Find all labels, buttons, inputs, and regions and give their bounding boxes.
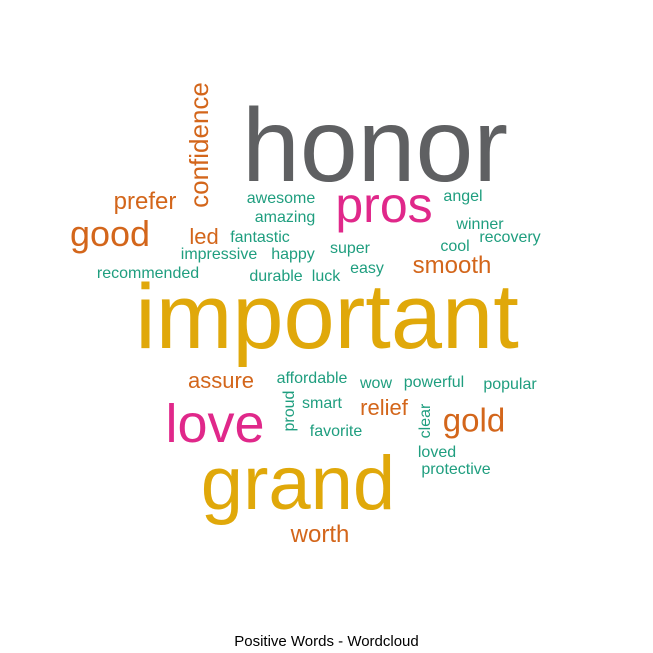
- word-amazing: amazing: [254, 209, 316, 226]
- word-powerful: powerful: [403, 374, 465, 391]
- word-pros: pros: [335, 177, 433, 233]
- word-loved: loved: [417, 444, 457, 461]
- word-honor: honor: [242, 88, 508, 204]
- word-winner: winner: [456, 216, 504, 233]
- word-confidence: confidence: [184, 82, 214, 208]
- word-protective: protective: [421, 461, 491, 478]
- word-prefer: prefer: [113, 188, 177, 215]
- word-love: love: [165, 394, 265, 454]
- word-recommended: recommended: [96, 265, 200, 282]
- word-angel: angel: [443, 188, 483, 205]
- word-proud: proud: [281, 390, 298, 432]
- word-favorite: favorite: [309, 423, 363, 440]
- word-durable: durable: [249, 268, 303, 285]
- word-easy: easy: [350, 260, 384, 277]
- word-smart: smart: [302, 395, 342, 412]
- word-impressive: impressive: [180, 246, 258, 263]
- word-happy: happy: [271, 246, 315, 263]
- word-awesome: awesome: [246, 190, 316, 207]
- word-fantastic: fantastic: [230, 229, 290, 246]
- word-relief: relief: [360, 395, 408, 420]
- word-cool: cool: [440, 238, 470, 255]
- word-super: super: [329, 240, 371, 257]
- word-affordable: affordable: [276, 370, 348, 387]
- word-wow: wow: [359, 375, 393, 392]
- word-gold: gold: [442, 401, 506, 439]
- word-smooth: smooth: [412, 252, 492, 279]
- word-luck: luck: [311, 268, 341, 285]
- word-assure: assure: [187, 368, 255, 393]
- wordcloud-caption: Positive Words - Wordcloud: [234, 633, 419, 650]
- word-popular: popular: [483, 376, 537, 393]
- word-recovery: recovery: [479, 229, 541, 246]
- word-grand: grand: [200, 441, 396, 526]
- word-important: important: [135, 266, 519, 368]
- word-good: good: [69, 213, 151, 254]
- word-worth: worth: [290, 521, 350, 548]
- word-led: led: [189, 224, 219, 249]
- word-clear: clear: [417, 403, 434, 439]
